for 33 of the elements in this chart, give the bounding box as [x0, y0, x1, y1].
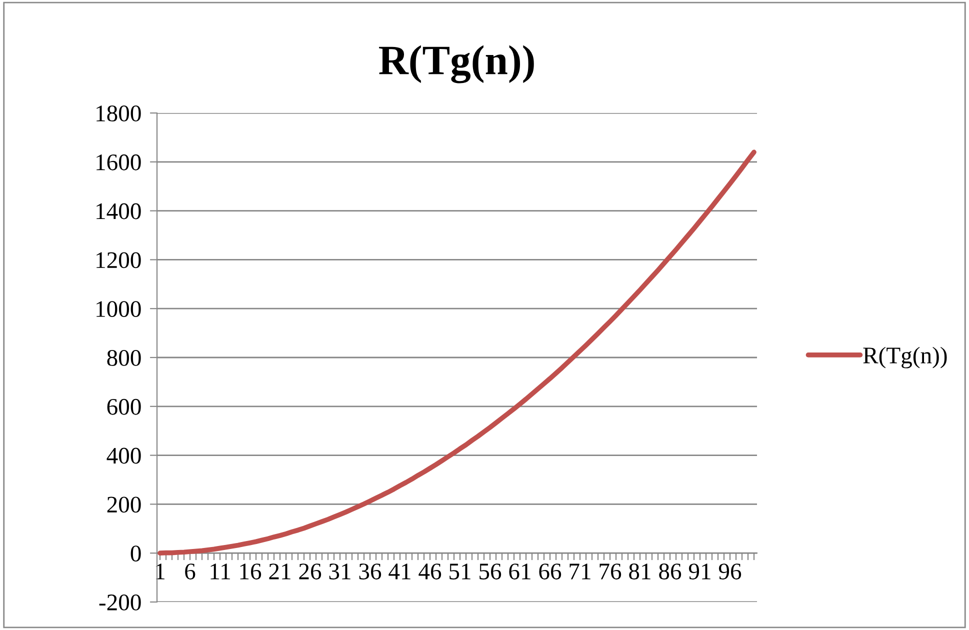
x-tick-label: 96 — [718, 564, 742, 580]
x-tick-label: 46 — [418, 564, 442, 580]
x-tick-label: 76 — [600, 564, 622, 580]
x-tick-label: 91 — [688, 564, 710, 580]
y-tick-label: 1000 — [96, 301, 141, 318]
x-tick-label: 1 — [156, 564, 164, 580]
y-tick-label: 1200 — [96, 252, 141, 268]
y-tick-label: 0 — [130, 546, 141, 562]
x-tick-label: 71 — [570, 564, 590, 580]
y-tick-label: 400 — [106, 448, 141, 464]
x-tick-label: 66 — [539, 564, 562, 580]
x-tick-label: 81 — [629, 564, 650, 580]
x-tick-label: 16 — [240, 564, 262, 580]
y-tick-label: 200 — [107, 496, 141, 513]
y-tick-label: 1600 — [96, 154, 141, 170]
x-tick-label: 56 — [480, 564, 502, 580]
x-tick-label: 26 — [299, 564, 322, 580]
x-tick-label: 51 — [450, 564, 470, 580]
y-tick-label: -200 — [99, 594, 141, 610]
x-tick-label: 86 — [659, 564, 682, 580]
y-tick-label: 1800 — [96, 105, 141, 122]
y-tick-label: 1400 — [96, 203, 141, 220]
legend-label: R(Tg(n)) — [863, 346, 947, 368]
x-tick-label: 6 — [185, 564, 196, 580]
x-tick-label: 61 — [509, 564, 530, 580]
x-tick-label: 11 — [210, 564, 230, 580]
y-tick-label: 800 — [107, 350, 141, 366]
x-tick-label: 31 — [329, 564, 350, 580]
x-tick-label: 21 — [269, 564, 290, 580]
y-tick-label: 600 — [107, 398, 141, 415]
x-tick-label: 41 — [388, 564, 410, 580]
x-tick-label: 36 — [359, 564, 382, 580]
chart-title: R(Tg(n)) — [379, 45, 534, 84]
